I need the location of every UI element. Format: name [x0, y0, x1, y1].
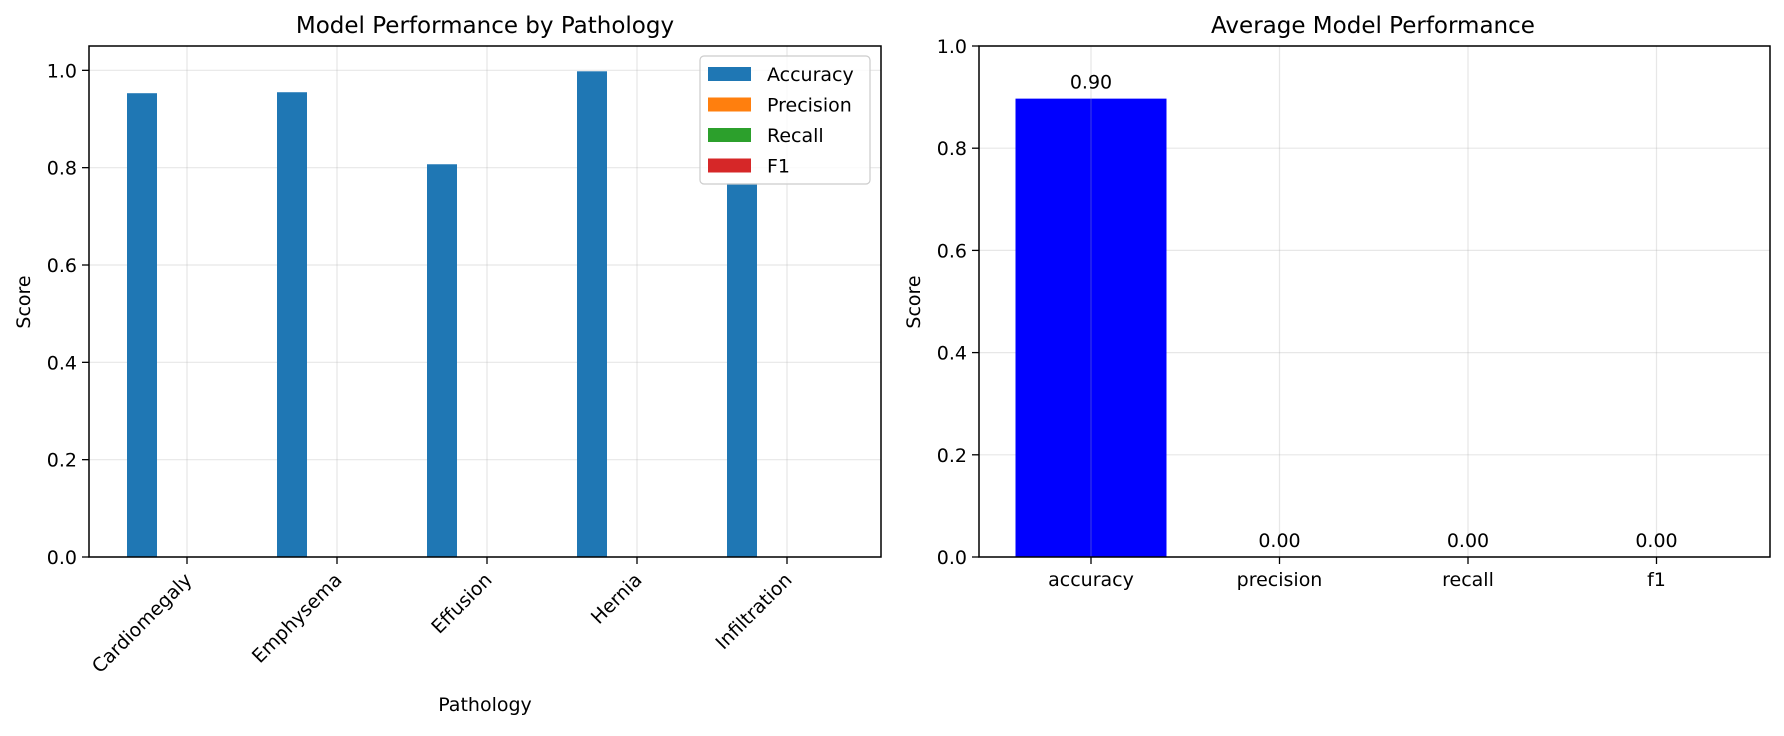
chart2-data-label: 0.00 [1258, 530, 1300, 552]
chart2-data-label: 0.00 [1447, 530, 1489, 552]
chart2-ylabel: Score [903, 275, 925, 328]
chart1-bar-accuracy-hernia [577, 71, 607, 557]
chart2-xtick-label: precision [1237, 569, 1323, 591]
chart1-title: Model Performance by Pathology [296, 13, 674, 39]
chart2-ytick-label: 1.0 [937, 36, 967, 58]
chart1-legend-label: F1 [767, 156, 790, 178]
chart1-xtick-label: Hernia [587, 569, 647, 629]
chart1-legend-swatch [708, 158, 751, 173]
chart1-xtick-label: Effusion [427, 569, 496, 638]
chart1-ytick-label: 0.8 [47, 158, 77, 180]
chart1-legend-label: Accuracy [767, 64, 854, 86]
chart1-bar-accuracy-infiltration [727, 183, 757, 558]
chart1-plot: 0.0 0.2 0.4 0.6 0.8 1.0 Cardiomegaly Emphysema E… [47, 45, 882, 678]
chart1-xtick-label: Emphysema [248, 569, 347, 668]
chart1-legend-swatch [708, 128, 751, 142]
chart2-data-label: 0.90 [1070, 72, 1112, 94]
chart1-xlabel: Pathology [438, 694, 532, 716]
chart1-legend-swatch [708, 67, 751, 81]
chart2-bar-accuracy [1015, 98, 1167, 558]
chart1-ylabel: Score [13, 275, 35, 328]
chart1-legend-label: Precision [767, 95, 852, 117]
chart2-xtick-label: accuracy [1048, 569, 1134, 591]
chart2-ytick-label: 0.2 [937, 445, 967, 467]
chart1-legend [699, 55, 871, 185]
chart1-frame [88, 45, 882, 558]
chart1-ytick-label: 0.6 [47, 255, 77, 277]
chart2-xtick-label: f1 [1647, 569, 1666, 591]
chart2-data-label: 0.00 [1635, 530, 1677, 552]
chart1-legend-swatch [708, 97, 751, 112]
chart1-ytick-label: 1.0 [47, 60, 77, 82]
chart2-ytick-label: 0.0 [937, 547, 967, 569]
chart1-bar-accuracy-cardiomegaly [127, 93, 157, 557]
chart1-xtick-label: Cardiomegaly [88, 569, 197, 678]
chart2-ytick-label: 0.8 [937, 138, 967, 160]
chart1-ytick-label: 0.4 [47, 352, 77, 374]
chart2-frame [978, 45, 1771, 558]
chart2-plot: 0.90 0.00 0.00 0.00 0.0 0.2 0.4 0.6 0.8 1.0 accura… [937, 36, 1771, 591]
chart2-title: Average Model Performance [1211, 13, 1535, 39]
chart1-ytick-label: 0.0 [47, 547, 77, 569]
chart2-ytick-label: 0.6 [937, 240, 967, 262]
chart1-bar-accuracy-effusion [427, 164, 457, 557]
chart1-bar-accuracy-emphysema [277, 92, 307, 557]
chart1-xtick-label: Infiltration [712, 569, 797, 654]
chart1-legend-label: Recall [767, 125, 824, 147]
chart2-xtick-label: recall [1442, 569, 1494, 591]
chart2-ytick-label: 0.4 [937, 343, 967, 365]
chart1-ytick-label: 0.2 [47, 450, 77, 472]
